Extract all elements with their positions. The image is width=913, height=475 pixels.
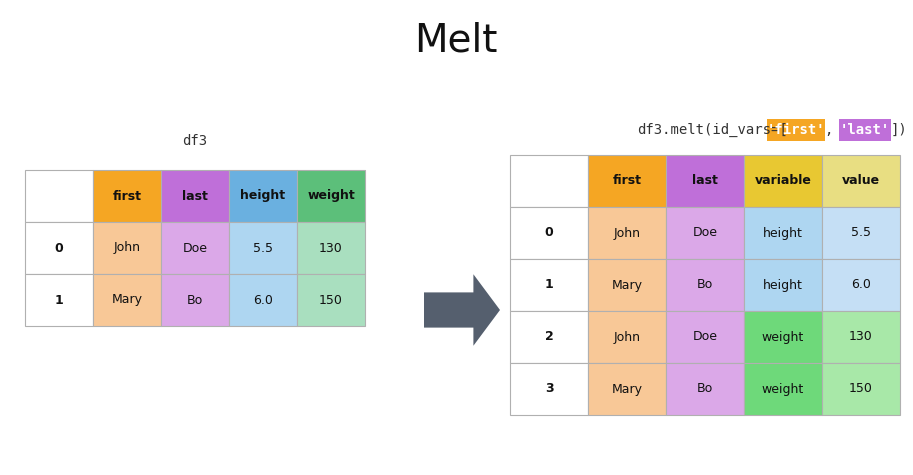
- Bar: [666, 363, 744, 415]
- Bar: [822, 207, 900, 259]
- Text: Mary: Mary: [111, 294, 142, 306]
- Bar: [25, 222, 93, 274]
- Text: height: height: [240, 190, 286, 202]
- Bar: [510, 311, 588, 363]
- Text: 5.5: 5.5: [851, 227, 871, 239]
- Text: df3.melt(id_vars=[: df3.melt(id_vars=[: [637, 123, 788, 137]
- Text: John: John: [113, 241, 141, 255]
- Bar: [510, 259, 588, 311]
- Bar: [744, 363, 822, 415]
- Text: last: last: [182, 190, 208, 202]
- Text: weight: weight: [761, 382, 804, 396]
- Text: weight: weight: [307, 190, 355, 202]
- Text: height: height: [763, 227, 803, 239]
- Text: Mary: Mary: [612, 382, 643, 396]
- Bar: [229, 274, 297, 326]
- Bar: [297, 170, 365, 222]
- Bar: [588, 363, 666, 415]
- Bar: [839, 119, 890, 141]
- Text: 0: 0: [545, 227, 553, 239]
- Text: 130: 130: [849, 331, 873, 343]
- Bar: [588, 207, 666, 259]
- Bar: [744, 155, 822, 207]
- Text: 0: 0: [55, 241, 63, 255]
- Bar: [93, 170, 161, 222]
- Bar: [588, 259, 666, 311]
- Text: John: John: [614, 331, 641, 343]
- Bar: [744, 207, 822, 259]
- Text: last: last: [692, 174, 718, 188]
- Text: Doe: Doe: [692, 331, 718, 343]
- Text: value: value: [842, 174, 880, 188]
- Bar: [588, 155, 666, 207]
- Bar: [297, 222, 365, 274]
- Text: Doe: Doe: [692, 227, 718, 239]
- Bar: [744, 311, 822, 363]
- Bar: [297, 274, 365, 326]
- Bar: [767, 119, 825, 141]
- Bar: [666, 207, 744, 259]
- Text: 6.0: 6.0: [851, 278, 871, 292]
- Bar: [822, 259, 900, 311]
- Bar: [666, 259, 744, 311]
- Bar: [25, 170, 93, 222]
- Text: 'first': 'first': [767, 123, 825, 137]
- Text: John: John: [614, 227, 641, 239]
- Text: 6.0: 6.0: [253, 294, 273, 306]
- Text: first: first: [613, 174, 642, 188]
- Text: ]): ]): [890, 123, 908, 137]
- Text: Melt: Melt: [415, 21, 498, 59]
- Bar: [510, 363, 588, 415]
- Text: first: first: [112, 190, 142, 202]
- Text: Bo: Bo: [697, 382, 713, 396]
- Text: weight: weight: [761, 331, 804, 343]
- Bar: [588, 311, 666, 363]
- Text: 150: 150: [319, 294, 343, 306]
- Text: 130: 130: [320, 241, 343, 255]
- Text: 1: 1: [55, 294, 63, 306]
- Text: df3: df3: [183, 134, 207, 148]
- Bar: [822, 155, 900, 207]
- Bar: [822, 311, 900, 363]
- Bar: [666, 311, 744, 363]
- Text: Doe: Doe: [183, 241, 207, 255]
- Bar: [161, 222, 229, 274]
- Bar: [25, 274, 93, 326]
- Bar: [93, 222, 161, 274]
- Bar: [744, 259, 822, 311]
- Bar: [666, 155, 744, 207]
- Bar: [93, 274, 161, 326]
- Text: 3: 3: [545, 382, 553, 396]
- Bar: [229, 222, 297, 274]
- Text: ,: ,: [825, 123, 842, 137]
- Text: 2: 2: [545, 331, 553, 343]
- Bar: [510, 207, 588, 259]
- Bar: [822, 363, 900, 415]
- Text: height: height: [763, 278, 803, 292]
- Bar: [510, 155, 588, 207]
- Text: 'last': 'last': [840, 123, 890, 137]
- Text: Bo: Bo: [187, 294, 203, 306]
- Text: 5.5: 5.5: [253, 241, 273, 255]
- Text: 150: 150: [849, 382, 873, 396]
- Text: 1: 1: [545, 278, 553, 292]
- Bar: [229, 170, 297, 222]
- Text: Bo: Bo: [697, 278, 713, 292]
- Bar: [161, 274, 229, 326]
- Bar: [161, 170, 229, 222]
- Polygon shape: [424, 274, 500, 346]
- Text: Mary: Mary: [612, 278, 643, 292]
- Text: variable: variable: [754, 174, 812, 188]
